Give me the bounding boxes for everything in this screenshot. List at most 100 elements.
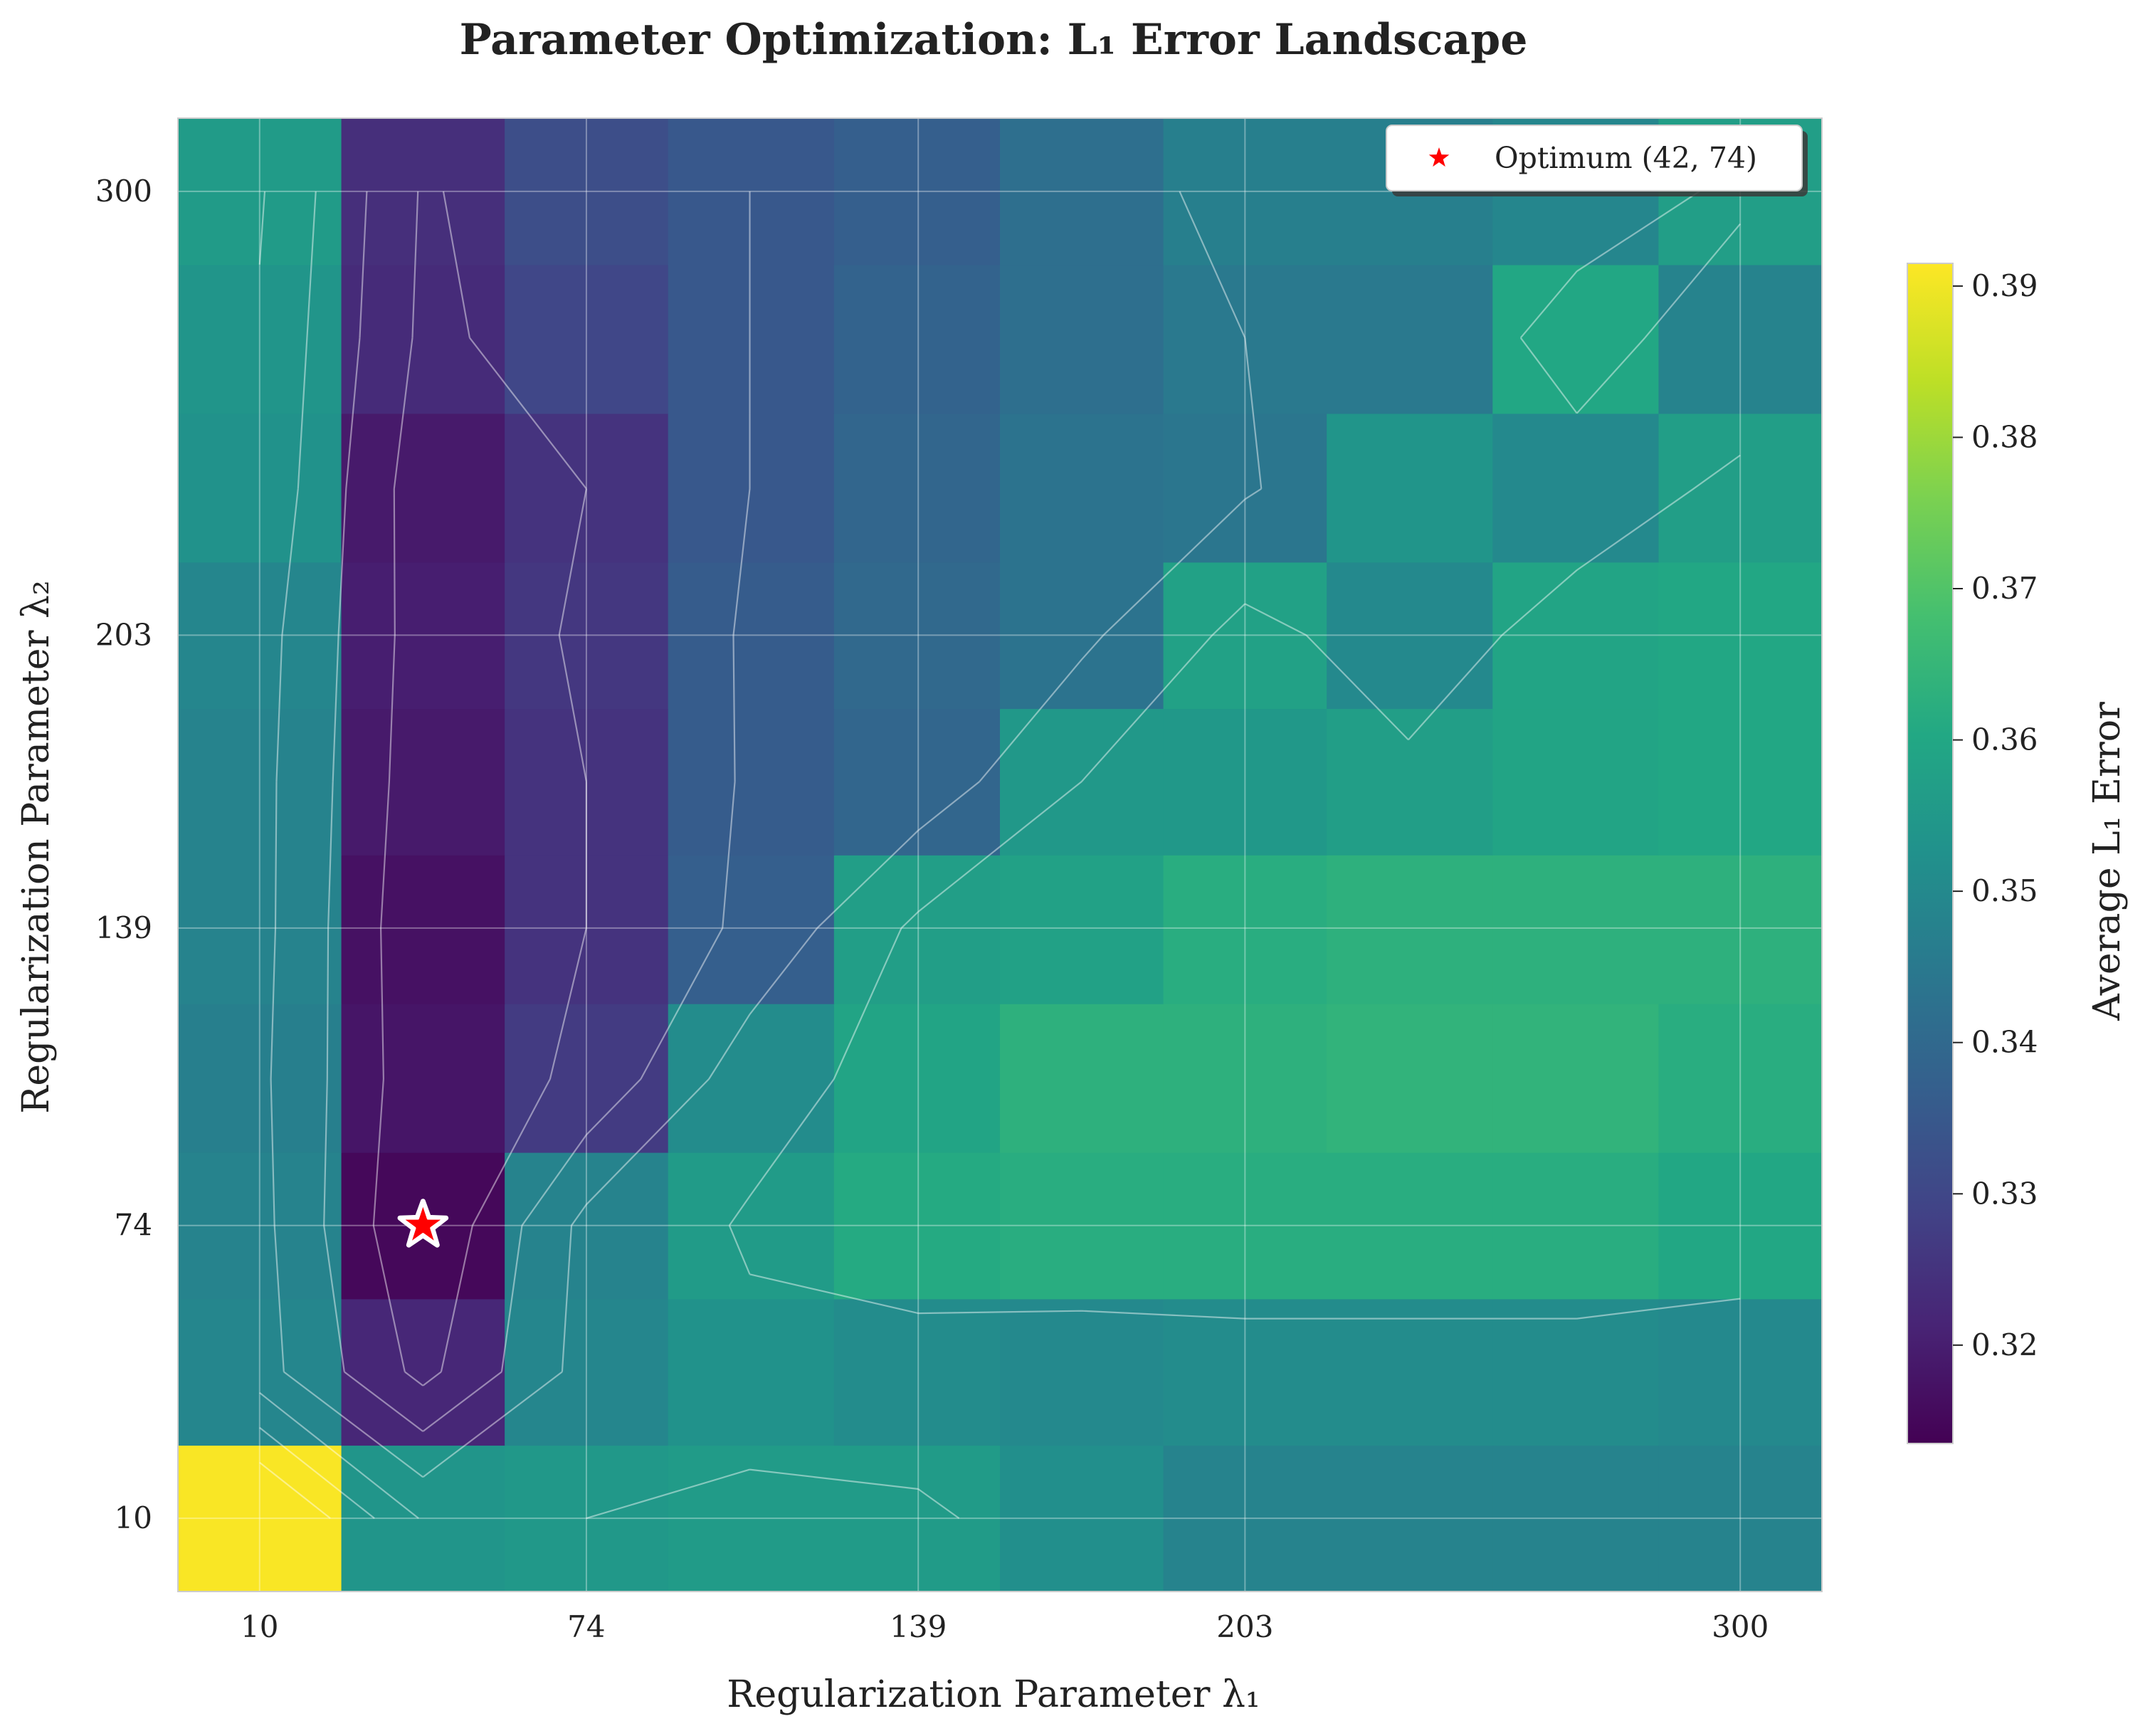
heatmap-cell xyxy=(505,1298,669,1446)
heatmap-cell xyxy=(1163,264,1327,414)
contour-line xyxy=(372,191,587,1387)
y-axis-ticks: 10 74 139 203 300 xyxy=(95,174,152,1535)
y-axis-label: Regularization Parameter λ₂ xyxy=(15,580,58,1114)
heatmap-cell xyxy=(341,562,505,710)
heatmap-cell xyxy=(1492,1003,1660,1153)
heatmap-cell xyxy=(178,264,342,414)
heatmap-cell xyxy=(1000,1152,1164,1300)
star-icon xyxy=(1428,147,1450,167)
y-tick-label: 139 xyxy=(95,910,152,945)
heatmap-cell xyxy=(668,708,835,856)
heatmap-cell xyxy=(1658,562,1823,710)
heatmap-cell xyxy=(833,1152,1001,1300)
heatmap-cell xyxy=(505,1152,669,1300)
heatmap-cell xyxy=(668,562,835,710)
heatmap-cell xyxy=(1000,1298,1164,1446)
heatmap-cell xyxy=(833,562,1001,710)
heatmap-cell xyxy=(1327,708,1494,856)
heatmap-cell xyxy=(1163,413,1327,563)
colorbar-tick-label: 0.33 xyxy=(1971,1176,2038,1211)
heatmap-cell xyxy=(1658,855,1823,1004)
heatmap-cell xyxy=(1658,264,1823,414)
heatmap-cell xyxy=(1163,562,1327,710)
heatmap-cell xyxy=(1327,1152,1494,1300)
heatmap-cell xyxy=(1492,1445,1660,1592)
heatmap-cell xyxy=(505,1003,669,1153)
heatmap-cell xyxy=(178,1003,342,1153)
contour-line xyxy=(258,190,1742,1520)
heatmap-cell xyxy=(1000,562,1164,710)
heatmap-cell xyxy=(341,413,505,563)
heatmap-cell xyxy=(1163,1152,1327,1300)
heatmap-cell xyxy=(668,1445,835,1592)
heatmap-cell xyxy=(833,264,1001,414)
heatmap-cell xyxy=(1327,855,1494,1004)
heatmap-cell xyxy=(1000,118,1164,265)
heatmap-cell xyxy=(341,118,505,265)
heatmap-cell xyxy=(1327,413,1494,563)
heatmap-cell xyxy=(505,413,669,563)
heatmap-cell xyxy=(668,855,835,1004)
heatmap-cell xyxy=(833,855,1001,1004)
y-tick-label: 203 xyxy=(95,617,152,652)
heatmap-cell xyxy=(505,118,669,265)
heatmap-cell xyxy=(1327,1003,1494,1153)
heatmap-cell xyxy=(833,1298,1001,1446)
heatmap-cell xyxy=(1658,1298,1823,1446)
y-tick-label: 300 xyxy=(95,174,152,209)
heatmap-cell xyxy=(1163,855,1327,1004)
y-tick-label: 74 xyxy=(115,1208,152,1243)
heatmap-cell xyxy=(1492,562,1660,710)
x-tick-label: 139 xyxy=(890,1609,947,1644)
heatmap-cell xyxy=(178,708,342,856)
heatmap-cell xyxy=(668,413,835,563)
heatmap-cell xyxy=(833,1003,1001,1153)
plot-frame xyxy=(177,117,1823,1592)
heatmap-cell xyxy=(178,855,342,1004)
heatmap-cell xyxy=(505,562,669,710)
colorbar-tick-label: 0.38 xyxy=(1971,419,2038,454)
heatmap-cell xyxy=(1492,1152,1660,1300)
heatmap-cell xyxy=(178,1298,342,1446)
contour-lines xyxy=(258,190,1742,1520)
heatmap-cell xyxy=(668,118,835,265)
heatmap-cell xyxy=(668,264,835,414)
x-axis-ticks: 10 74 139 203 300 xyxy=(241,1609,1769,1644)
heatmap-cell xyxy=(1658,708,1823,856)
colorbar-tick-label: 0.32 xyxy=(1971,1327,2038,1362)
heatmap-cell xyxy=(1492,1298,1660,1446)
heatmap-cell xyxy=(1163,708,1327,856)
heatmap-cell xyxy=(1000,855,1164,1004)
x-tick-label: 203 xyxy=(1216,1609,1273,1644)
legend-box xyxy=(1386,125,1803,191)
heatmap-cell xyxy=(1163,118,1327,265)
heatmap-cell xyxy=(668,1152,835,1300)
chart-title: Parameter Optimization: L₁ Error Landsca… xyxy=(460,15,1528,65)
colorbar-tick-label: 0.36 xyxy=(1971,722,2038,757)
heatmap-cell xyxy=(178,1152,342,1300)
x-tick-label: 10 xyxy=(241,1609,278,1644)
x-tick-label: 300 xyxy=(1712,1609,1769,1644)
colorbar-ticks: 0.32 0.33 0.34 0.35 0.36 0.37 0.38 0.39 xyxy=(1953,268,2038,1362)
heatmap-cell xyxy=(1000,413,1164,563)
contour-line xyxy=(259,1426,375,1519)
colorbar-tick-label: 0.37 xyxy=(1971,571,2038,606)
legend: Optimum (42, 74) xyxy=(1386,125,1808,196)
contour-line xyxy=(259,1461,331,1519)
heatmap-cell xyxy=(1163,1003,1327,1153)
heatmap-cell xyxy=(1492,708,1660,856)
heatmap-cell xyxy=(1000,1445,1164,1592)
heatmap-cell xyxy=(1163,1445,1327,1592)
heatmap-cell xyxy=(505,1445,669,1592)
heatmap-cell xyxy=(1658,1445,1823,1592)
heatmap-cell xyxy=(341,708,505,856)
heatmap-cell xyxy=(1658,1003,1823,1153)
heatmap-cell xyxy=(668,1003,835,1153)
heatmap-cell xyxy=(178,562,342,710)
heatmap-cell xyxy=(341,1003,505,1153)
y-tick-label: 10 xyxy=(115,1500,152,1535)
heatmap-cell xyxy=(341,264,505,414)
heatmap-cells xyxy=(178,118,1823,1592)
